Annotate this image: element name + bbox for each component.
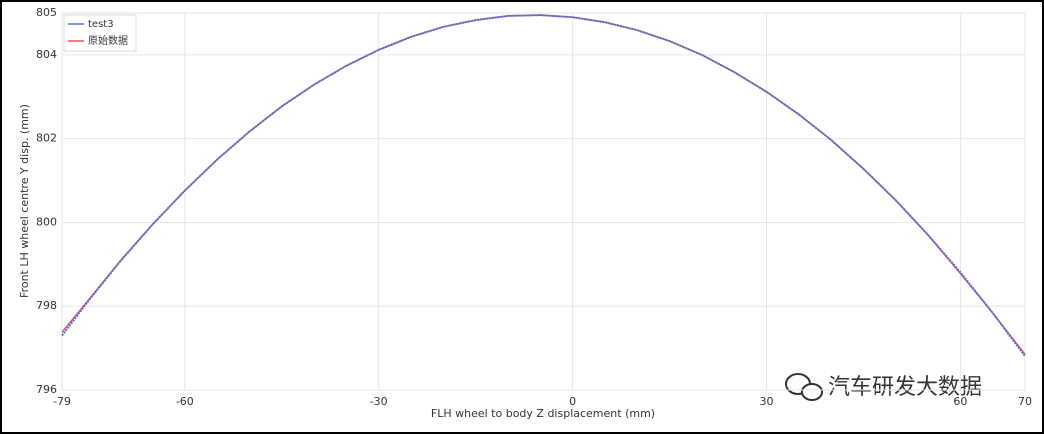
- y-axis-label: Front LH wheel centre Y disp. (mm): [18, 104, 31, 298]
- legend-box: [63, 14, 137, 52]
- watermark-text: 汽车研发大数据: [828, 375, 982, 400]
- x-tick-label: 30: [759, 395, 773, 408]
- y-tick-label: 804: [36, 48, 57, 61]
- y-tick-label: 802: [36, 132, 57, 145]
- x-axis-label: FLH wheel to body Z displacement (mm): [431, 407, 655, 420]
- watermark: 汽车研发大数据: [785, 373, 982, 401]
- x-tick-label: -30: [370, 395, 388, 408]
- x-tick-label: 60: [953, 395, 967, 408]
- y-tick-label: 798: [36, 299, 57, 312]
- x-tick-label: -60: [176, 395, 194, 408]
- y-tick-label: 805: [36, 6, 57, 19]
- x-tick-label: 0: [569, 395, 576, 408]
- watermark-icon: [801, 383, 823, 401]
- series-line: [61, 14, 1026, 357]
- legend-label: 原始数据: [88, 34, 128, 47]
- legend-label: test3: [88, 19, 114, 30]
- x-tick-label: 70: [1018, 395, 1032, 408]
- x-tick-label: -79: [53, 395, 71, 408]
- y-tick-label: 800: [36, 215, 57, 228]
- y-tick-label: 796: [36, 383, 57, 396]
- legend: test3 原始数据: [63, 14, 137, 52]
